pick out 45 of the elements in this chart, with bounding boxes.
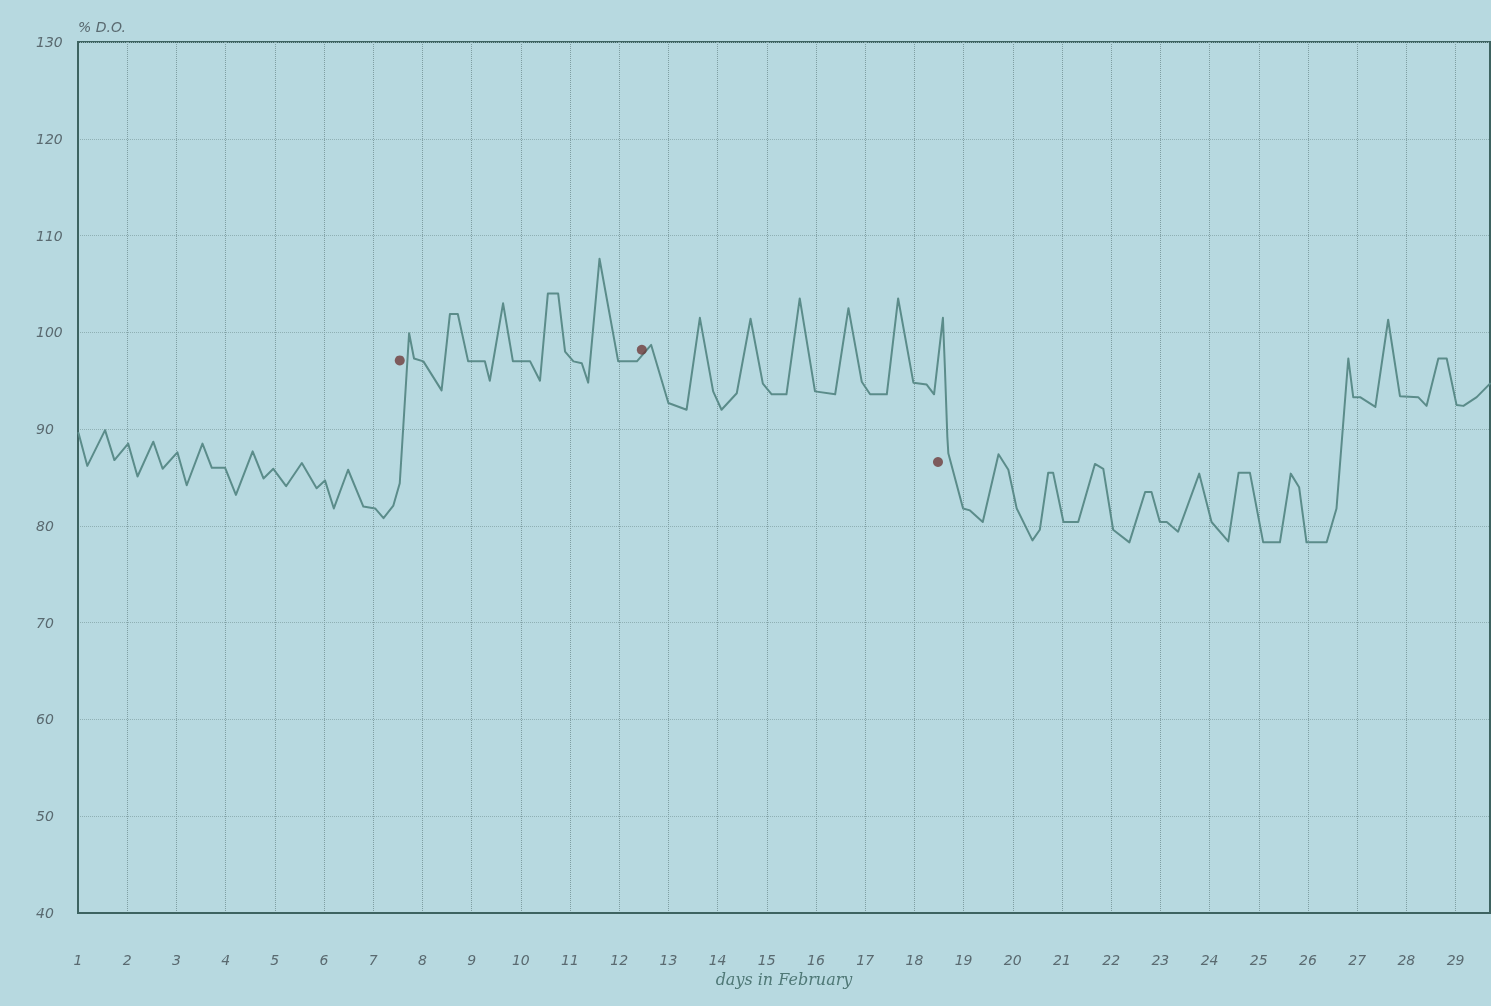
y-tick-label: 50 — [36, 808, 54, 825]
x-tick-label: 26 — [1299, 952, 1317, 968]
x-tick-label: 7 — [368, 952, 378, 968]
x-tick-label: 21 — [1053, 952, 1071, 968]
y-tick-label: 110 — [36, 227, 63, 244]
x-tick-label: 18 — [905, 952, 924, 968]
y-tick-label: 90 — [36, 421, 54, 438]
point — [933, 457, 943, 468]
x-tick-label: 14 — [708, 952, 727, 968]
y-tick-label: 80 — [36, 517, 54, 534]
y-tick-label: 130 — [36, 34, 63, 50]
x-tick-label: 17 — [856, 952, 875, 968]
x-tick-label: 23 — [1151, 952, 1170, 968]
y-tick-label: 100 — [36, 324, 63, 341]
line-series — [77, 257, 1491, 544]
x-tick-label: 3 — [171, 952, 181, 968]
x-tick-label: 29 — [1446, 952, 1465, 968]
point — [394, 355, 405, 366]
x-tick-label: 1 — [73, 952, 83, 968]
x-tick-label: 10 — [511, 952, 530, 968]
x-tick-label: 24 — [1200, 952, 1219, 968]
x-tick-label: 15 — [757, 952, 776, 968]
y-tick-label: 40 — [36, 905, 54, 921]
y-tick-label: 60 — [36, 711, 54, 728]
y-axis-title: % D.O. — [78, 19, 126, 35]
x-tick-label: 20 — [1003, 952, 1022, 968]
x-tick-label: 5 — [270, 952, 280, 968]
x-tick-label: 16 — [807, 952, 825, 968]
x-axis-title: days in February — [715, 970, 854, 990]
x-tick-label: 19 — [954, 952, 973, 968]
x-tick-label: 4 — [221, 952, 231, 968]
x-tick-label: 22 — [1102, 952, 1121, 968]
x-tick-label: 28 — [1397, 952, 1416, 968]
x-tick-label: 11 — [561, 952, 579, 968]
y-tick-label: 70 — [36, 614, 54, 631]
x-tick-label: 25 — [1249, 952, 1268, 968]
x-tick-label: 27 — [1348, 952, 1367, 968]
x-tick-label: 12 — [610, 952, 629, 968]
x-tick-label: 8 — [417, 952, 427, 968]
y-tick-label: 120 — [36, 130, 63, 147]
x-tick-label: 13 — [659, 952, 678, 968]
x-tick-label: 2 — [122, 952, 132, 968]
x-tick-label: 9 — [467, 952, 477, 968]
point — [636, 344, 647, 355]
x-tick-label: 6 — [319, 952, 329, 968]
